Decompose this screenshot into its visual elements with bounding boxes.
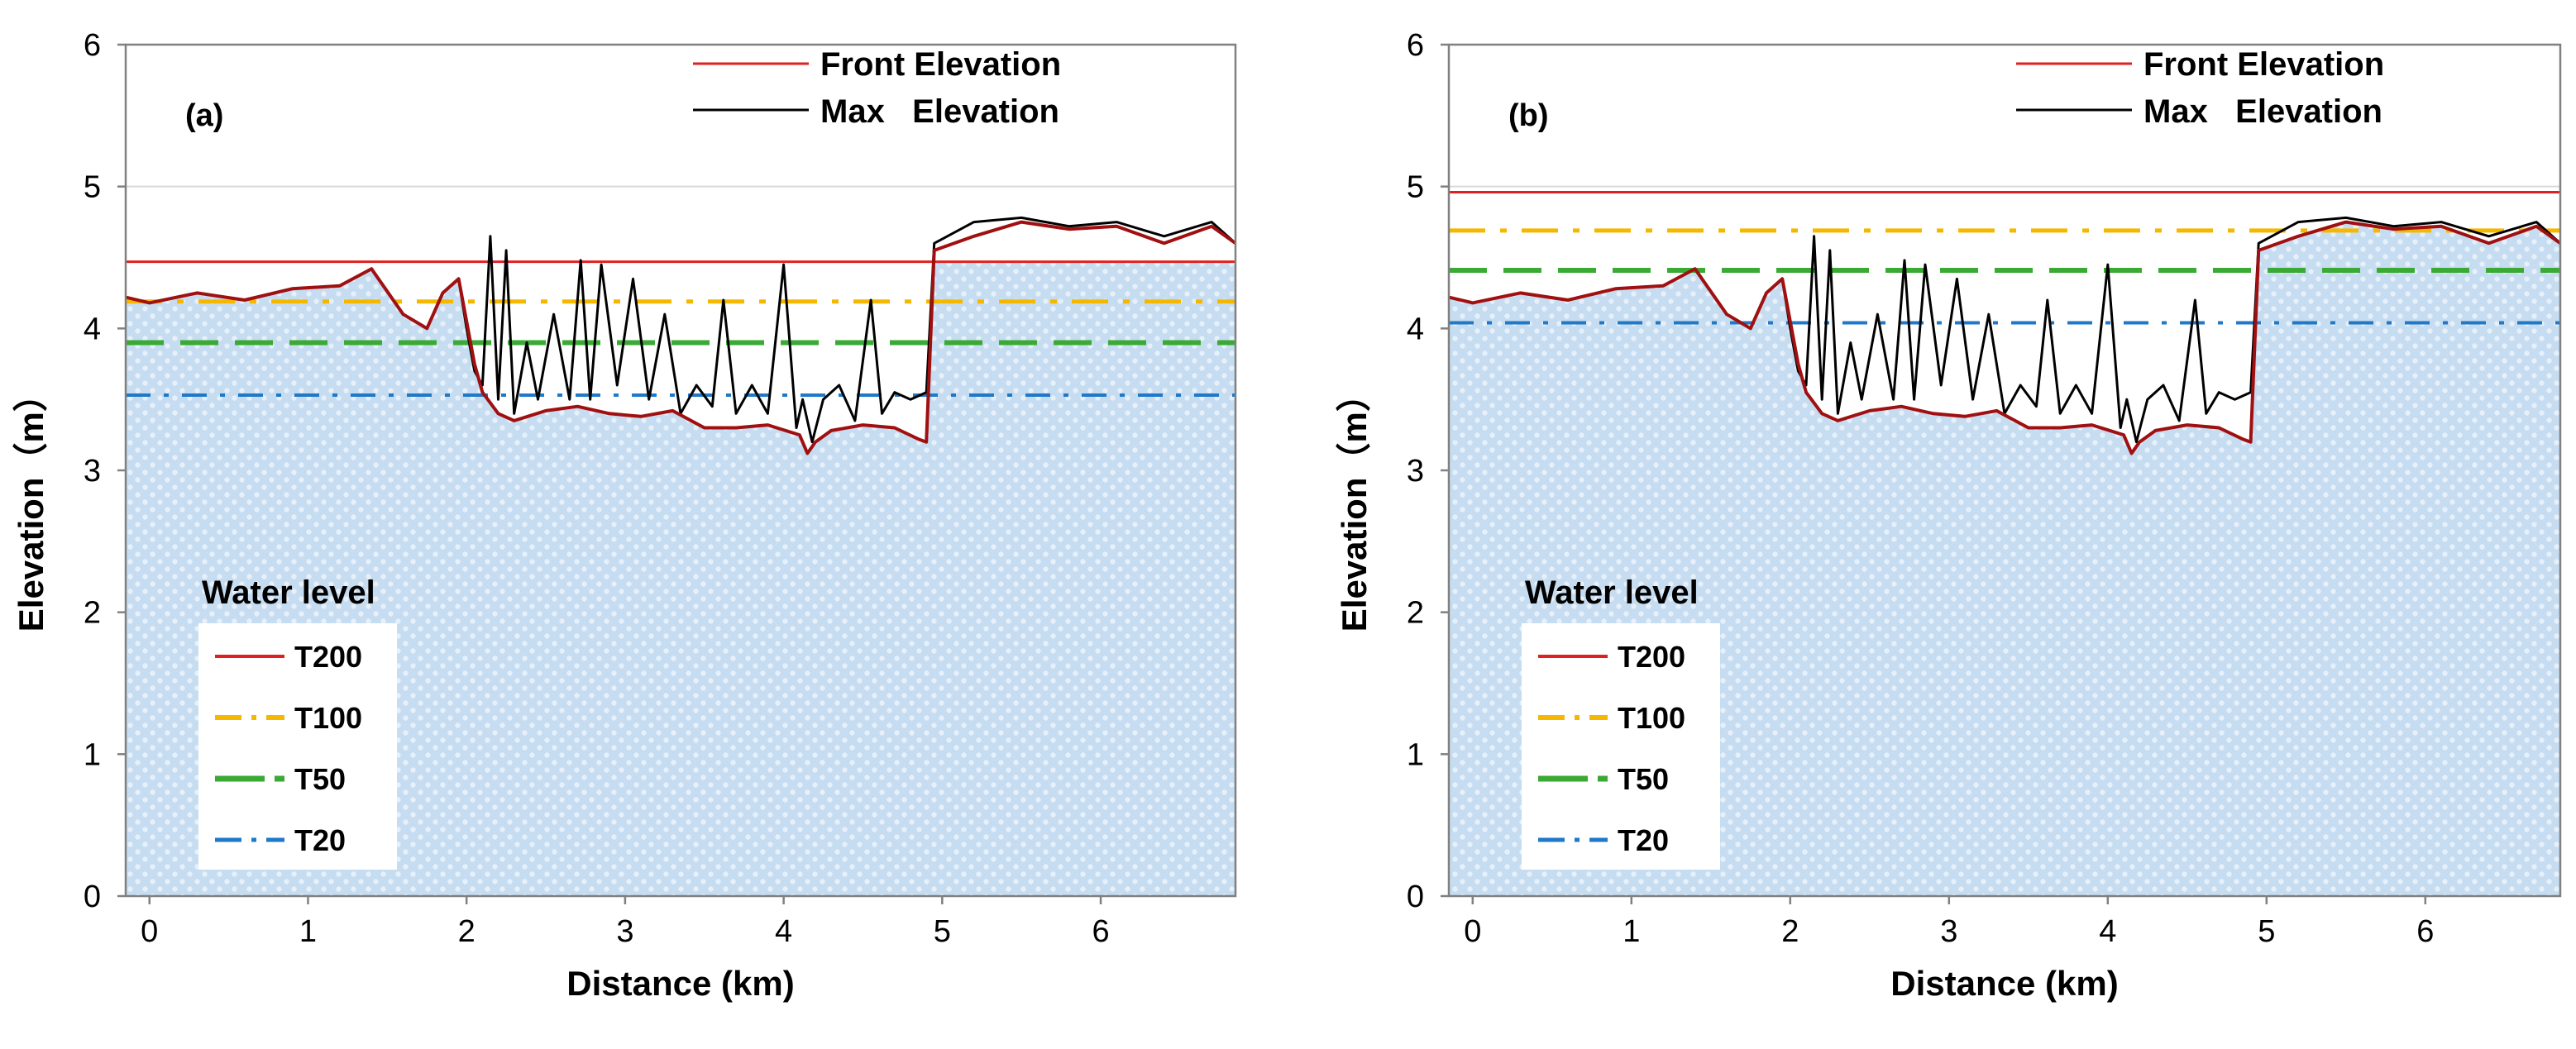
water-level-legend-label-t100: T100 (294, 701, 362, 735)
x-tick-label: 6 (2416, 914, 2434, 949)
water-level-legend-label-t50: T50 (294, 762, 346, 796)
legend-label-front-elevation: Front Elevation (2143, 46, 2384, 83)
y-tick-label: 0 (1407, 880, 1424, 914)
front-elevation-line (1448, 220, 2562, 455)
x-tick-label: 6 (1092, 914, 1109, 949)
water-level-legend-label-t200: T200 (294, 640, 362, 674)
water-level-legend-title: Water level (1525, 575, 1699, 611)
y-tick-label: 2 (84, 596, 101, 631)
y-tick-label: 4 (84, 312, 101, 346)
legend-label-front-elevation: Front Elevation (820, 46, 1061, 83)
y-tick-label: 0 (84, 880, 101, 914)
y-tick-label: 5 (84, 170, 101, 205)
x-axis-title: Distance (km) (1890, 964, 2118, 1003)
x-tick-label: 5 (934, 914, 951, 949)
x-tick-label: 1 (1623, 914, 1640, 949)
front-elevation-line (125, 220, 1237, 455)
x-tick-label: 1 (299, 914, 317, 949)
x-axis-title: Distance (km) (566, 964, 794, 1003)
legend-label-max-elevation: Max Elevation (2143, 93, 2382, 130)
y-tick-label: 1 (1407, 737, 1424, 772)
x-tick-label: 4 (2099, 914, 2116, 949)
y-tick-label: 3 (84, 454, 101, 489)
y-tick-label: 2 (1407, 596, 1424, 631)
y-tick-label: 1 (84, 737, 101, 772)
chart-panel-a: 0 1 2 3 4 5 6 0 1 2 3 4 5 6 Distance (km) Elevation（m） (… (12, 28, 1237, 1003)
water-level-legend-label-t50: T50 (1618, 762, 1669, 796)
y-tick-label: 6 (84, 28, 101, 63)
panel-label: (a) (185, 98, 223, 133)
chart-panel-b: 0 1 2 3 4 5 6 0 1 2 3 4 5 6 Distance (km) Elevation（m） (… (1335, 28, 2562, 1003)
panel-label: (b) (1508, 98, 1549, 133)
water-fill-area (1449, 222, 2560, 897)
y-tick-label: 3 (1407, 454, 1424, 489)
y-tick-label: 4 (1407, 312, 1424, 346)
water-fill-area (126, 261, 1235, 897)
water-level-legend-label-t200: T200 (1618, 640, 1685, 674)
water-level-legend-title: Water level (202, 575, 375, 611)
x-tick-label: 5 (2258, 914, 2275, 949)
x-tick-label: 4 (775, 914, 792, 949)
water-level-legend-box (198, 623, 397, 870)
water-level-legend-label-t20: T20 (1618, 823, 1669, 857)
y-axis-title: Elevation（m） (1335, 377, 1374, 632)
water-level-legend-label-t20: T20 (294, 823, 346, 857)
x-tick-label: 3 (1940, 914, 1957, 949)
y-tick-label: 6 (1407, 28, 1424, 63)
y-tick-label: 5 (1407, 170, 1424, 205)
y-axis-title: Elevation（m） (12, 377, 50, 632)
x-tick-label: 2 (458, 914, 476, 949)
x-tick-label: 2 (1781, 914, 1799, 949)
water-level-legend-label-t100: T100 (1618, 701, 1685, 735)
x-tick-label: 0 (141, 914, 158, 949)
x-tick-label: 0 (1464, 914, 1481, 949)
water-level-legend-box (1522, 623, 1720, 870)
x-tick-label: 3 (616, 914, 633, 949)
legend-label-max-elevation: Max Elevation (820, 93, 1059, 130)
